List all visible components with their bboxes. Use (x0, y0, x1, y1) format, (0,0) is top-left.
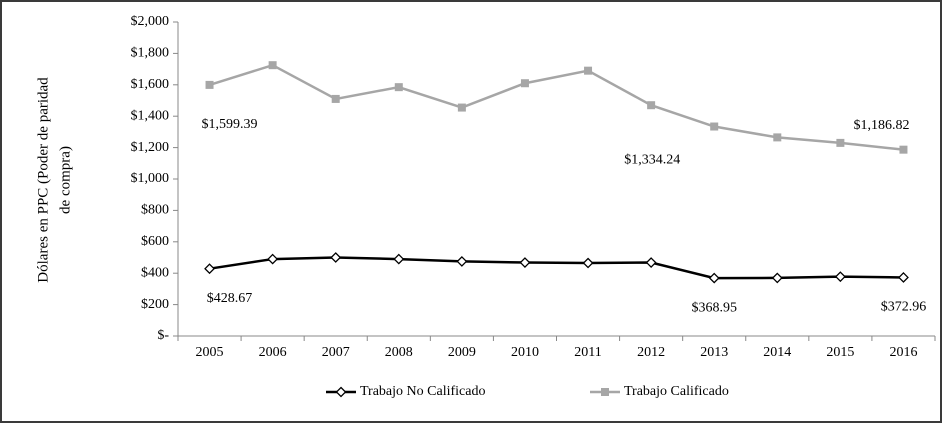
point (898, 272, 909, 283)
point (582, 257, 594, 269)
point (268, 61, 277, 70)
point (836, 138, 845, 147)
series: $1,599.39 $1,334.24 $1,186.82 (202, 61, 909, 168)
y-tick-label: $1,800 (131, 46, 170, 61)
y-axis-title: Dólares en PPC (Poder de paridad de comp… (35, 77, 73, 283)
y-tick-label: $800 (141, 203, 169, 218)
x-tick-label: 2005 (196, 345, 224, 360)
x-tick-label: 2012 (637, 345, 665, 360)
data-label: $428.67 (207, 291, 253, 306)
data-label: $1,599.39 (202, 117, 258, 132)
legend-label: Trabajo Calificado (624, 384, 729, 399)
point (899, 145, 908, 154)
y-tick-label: $1,600 (131, 77, 170, 92)
point (331, 94, 340, 103)
y-tick-label: $1,400 (131, 108, 170, 123)
x-tick-label: 2015 (826, 345, 854, 360)
y-tick-label: $- (157, 328, 169, 343)
point (457, 103, 466, 112)
y-tick-label: $2,000 (131, 14, 170, 29)
x-tick-label: 2014 (763, 345, 791, 360)
legend-label: Trabajo No Calificado (360, 384, 485, 399)
y-tick-label: $200 (141, 297, 169, 312)
point (773, 133, 782, 142)
point (519, 257, 531, 268)
point (394, 83, 403, 92)
legend-marker (335, 386, 347, 398)
point (204, 263, 215, 275)
point (330, 252, 342, 263)
legend-marker (601, 388, 609, 396)
x-tick-label: 2007 (322, 345, 350, 360)
point (267, 253, 279, 265)
data-label: $1,186.82 (853, 118, 909, 133)
point (647, 101, 656, 110)
point (645, 257, 657, 268)
x-tick-label: 2010 (511, 345, 539, 360)
x-tick-label: 2016 (889, 345, 917, 360)
point (205, 80, 214, 89)
point (584, 66, 593, 75)
point (834, 271, 846, 283)
x-tick-label: 2008 (385, 345, 413, 360)
y-tick-label: $1,200 (131, 140, 170, 155)
y-axis-title-line: de compra) (57, 146, 73, 214)
y-axis-title-line: Dólares en PPC (Poder de paridad (35, 77, 51, 283)
point (771, 272, 783, 284)
data-label: $1,334.24 (624, 153, 680, 168)
series-line (209, 256, 904, 280)
point (710, 122, 719, 131)
point (520, 79, 529, 88)
x-tick-label: 2006 (259, 345, 287, 360)
y-tick-label: $600 (141, 234, 169, 249)
y-tick-label: $1,000 (131, 171, 170, 186)
series-line (209, 63, 904, 151)
x-tick-label: 2013 (700, 345, 728, 360)
point (456, 256, 468, 267)
data-label: $368.95 (691, 300, 737, 315)
point (393, 253, 405, 265)
x-tick-label: 2009 (448, 345, 476, 360)
data-label: $372.96 (881, 300, 927, 315)
point (708, 272, 720, 284)
x-tick-label: 2011 (574, 345, 601, 360)
series: $428.67 $368.95 $372.96 (204, 252, 927, 315)
y-tick-label: $400 (141, 265, 169, 280)
